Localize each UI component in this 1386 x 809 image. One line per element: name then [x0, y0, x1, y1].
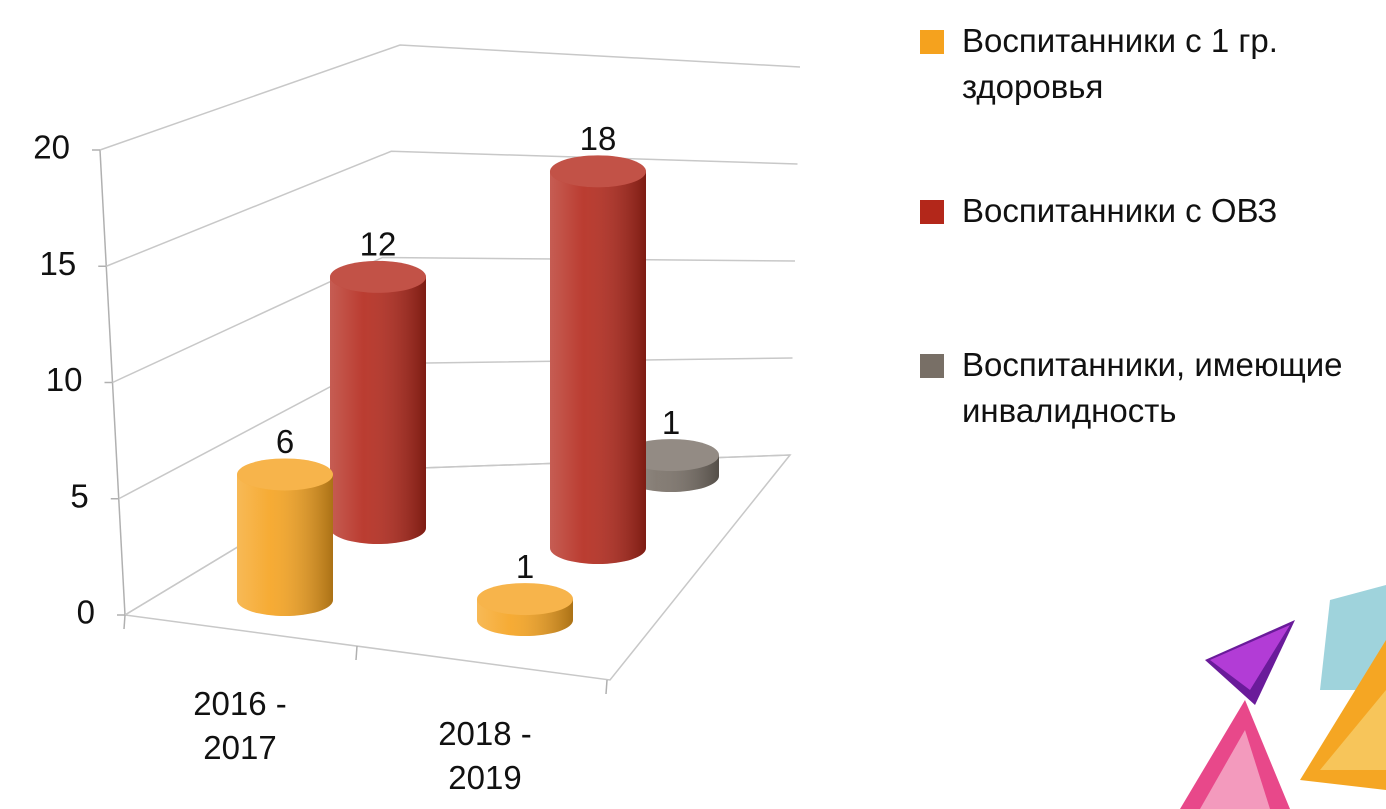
bar-top-shine: [237, 458, 333, 490]
legend-swatch: [920, 354, 944, 378]
cylinder: [330, 261, 426, 544]
data-label: 1: [662, 404, 680, 441]
legend-item: Воспитанники с 1 гр. здоровья: [920, 18, 1360, 110]
grid-line: [100, 45, 800, 150]
bar-shade: [330, 277, 426, 544]
grid-line: [113, 258, 796, 383]
page: 05101520 1121861 2016 - 20172018 - 2019 …: [0, 0, 1386, 809]
y-tick-label: 0: [77, 594, 95, 631]
y-tick-label: 5: [70, 477, 88, 514]
bar-shade: [550, 171, 646, 564]
x-tick-label: 2018 - 2019: [410, 712, 560, 800]
data-label: 1: [516, 548, 534, 585]
legend-swatch: [920, 200, 944, 224]
decoration: [1180, 585, 1386, 809]
tick-mark: [124, 615, 125, 629]
cylinder: [477, 583, 573, 636]
data-label: 6: [276, 423, 294, 460]
legend-label: Воспитанники с 1 гр. здоровья: [962, 18, 1360, 110]
bar-shade: [237, 474, 333, 616]
y-tick-label: 10: [46, 361, 83, 398]
tick-mark: [356, 646, 357, 660]
x-tick-label: 2016 - 2017: [165, 682, 315, 770]
y-tick-label: 20: [33, 129, 70, 166]
legend-item: Воспитанники, имеющие инвалидность: [920, 342, 1360, 434]
legend-swatch: [920, 30, 944, 54]
data-label: 12: [360, 226, 397, 263]
legend-label: Воспитанники с ОВЗ: [962, 188, 1360, 234]
cylinder: [550, 155, 646, 564]
tick-mark: [606, 680, 607, 694]
cylinder: [237, 458, 333, 616]
bar-top-shine: [330, 261, 426, 293]
data-label: 18: [580, 120, 617, 157]
legend-label: Воспитанники, имеющие инвалидность: [962, 342, 1360, 434]
grid-line: [106, 151, 797, 266]
y-tick-label: 15: [40, 245, 77, 282]
bar-top-shine: [477, 583, 573, 615]
legend-item: Воспитанники с ОВЗ: [920, 188, 1360, 234]
bar-top-shine: [550, 155, 646, 187]
